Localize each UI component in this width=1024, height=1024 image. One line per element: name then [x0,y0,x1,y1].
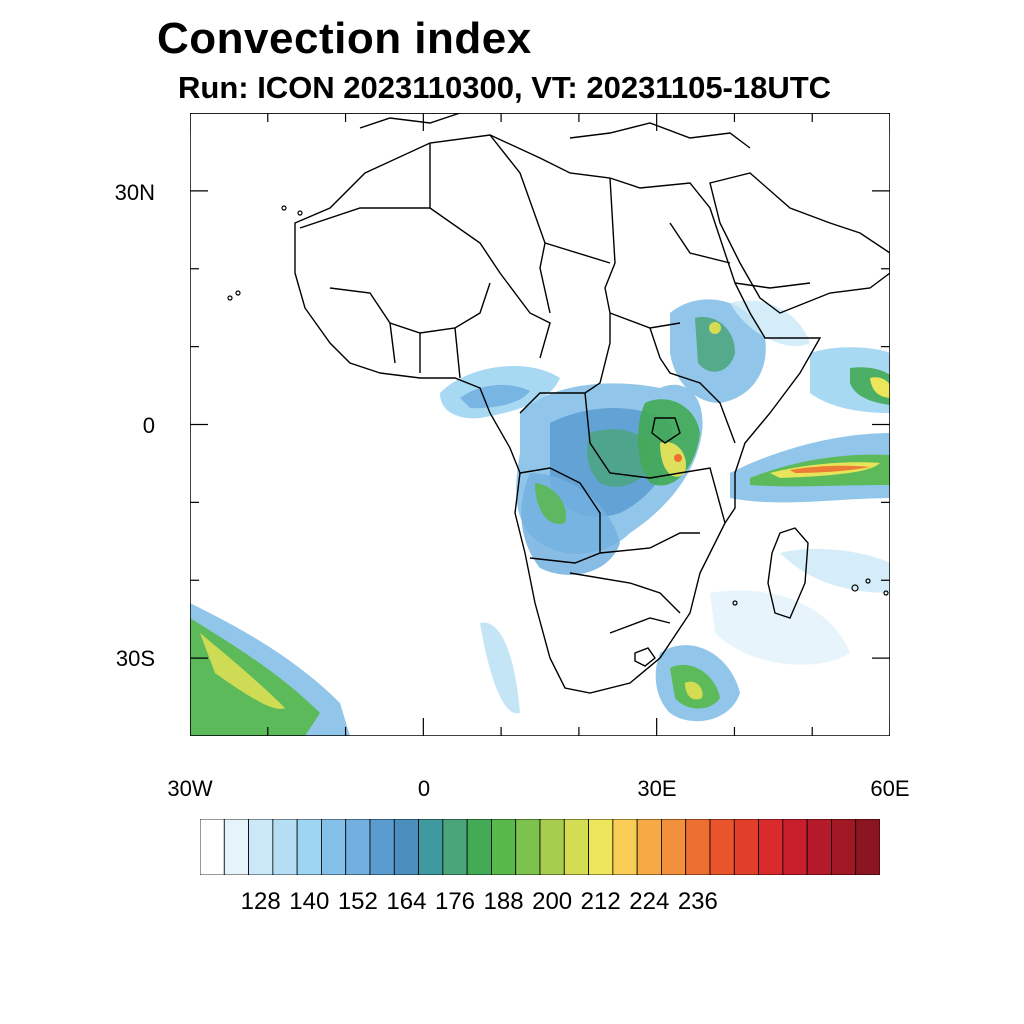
colorbar-swatch [418,819,444,875]
colorbar-swatch [709,819,735,875]
colorbar-swatch [223,819,249,875]
colorbar-swatch [272,819,298,875]
colorbar-swatch [636,819,662,875]
colorbar-swatch [588,819,614,875]
lat-label-30n: 30N [114,180,155,205]
chart-title: Convection index [157,14,532,63]
colorbar-swatch [539,819,565,875]
colorbar-label: 200 [532,888,573,915]
colorbar [200,819,880,875]
colorbar-swatch [321,819,347,875]
colorbar-swatch [661,819,687,875]
colorbar-swatch [685,819,711,875]
run-subtitle: Run: ICON 2023110300, VT: 20231105-18UTC [178,70,832,105]
axis-ticks [190,113,890,736]
lat-label-0: 0 [142,413,155,438]
colorbar-swatch [782,819,808,875]
colorbar-swatch [515,819,541,875]
colorbar-swatch [200,819,225,875]
colorbar-swatch [855,819,880,875]
colorbar-label: 236 [677,888,718,915]
convection-field [190,299,890,736]
colorbar-label: 224 [629,888,670,915]
colorbar-label: 188 [483,888,524,915]
colorbar-swatch [248,819,274,875]
colorbar-swatch [345,819,371,875]
colorbar-swatch [806,819,832,875]
lon-label-30w: 30W [167,776,213,801]
colorbar-label: 128 [240,888,281,915]
lon-label-60e: 60E [870,776,910,801]
lat-label-30s: 30S [115,646,155,671]
map-svg[interactable] [190,113,890,736]
colorbar-swatch [466,819,492,875]
colorbar-swatch [296,819,322,875]
map-panel[interactable] [190,113,890,736]
colorbar-swatch [831,819,857,875]
colorbar-swatch [733,819,759,875]
coastlines [190,113,890,694]
colorbar-label: 140 [289,888,330,915]
colorbar-label: 212 [580,888,621,915]
colorbar-swatch [758,819,784,875]
lon-label-30e: 30E [637,776,677,801]
lon-label-0: 0 [417,776,431,801]
islands [227,205,889,606]
colorbar-label: 164 [386,888,427,915]
colorbar-swatch [442,819,468,875]
colorbar-label: 176 [434,888,476,915]
colorbar-swatch [491,819,517,875]
colorbar-swatch [563,819,589,875]
colorbar-swatch [393,819,419,875]
colorbar-label: 152 [337,888,378,915]
colorbar-swatch [612,819,638,875]
colorbar-swatch [369,819,395,875]
